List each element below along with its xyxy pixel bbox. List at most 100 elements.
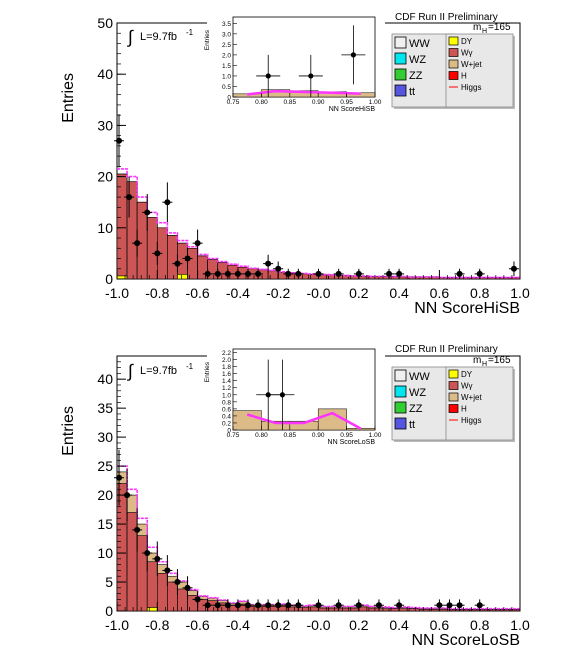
inset-y-tick-label: 0.2 (222, 420, 231, 427)
data-point (456, 602, 463, 609)
legend-swatch (448, 48, 459, 57)
data-point (116, 137, 123, 144)
data-point (214, 602, 221, 609)
x-tick-label: 0.2 (349, 617, 369, 633)
x-tick-label: -0.8 (145, 285, 169, 301)
bar-wy (489, 609, 501, 612)
bar-wy (116, 173, 128, 280)
bar-wy (348, 607, 360, 612)
inset-x-axis-label: NN ScoreLoSB (328, 439, 376, 446)
y-tick-label: 10 (97, 545, 113, 561)
data-point (224, 270, 231, 277)
bar-wy (398, 608, 410, 612)
bar-wy (388, 608, 400, 612)
x-tick-label: 0.8 (470, 285, 490, 301)
x-tick-label: -1.0 (105, 617, 129, 633)
data-point (214, 270, 221, 277)
legend-label: tt (409, 86, 415, 98)
bar-wy (418, 608, 430, 612)
legend-label: W+jet (461, 393, 482, 402)
y-tick-label: 5 (105, 574, 113, 590)
legend-label: WZ (409, 387, 426, 399)
panel-nn-scorelosb: 0 5 10 15 20 25 30 35 40 -1.0 -0.8 -0.6 -0.4 -0.2 -0.0… (60, 342, 530, 649)
mass-label: m (473, 22, 481, 33)
data-point (255, 270, 262, 277)
inset-x-tick-label: 0.80 (255, 99, 268, 106)
legend-label: ZZ (409, 70, 423, 82)
legend-swatch (394, 84, 407, 97)
integral-symbol: ∫ (126, 361, 134, 381)
inset-x-tick-label: 0.90 (312, 432, 325, 439)
x-tick-label: 1.0 (510, 285, 530, 301)
y-tick-label: 30 (97, 429, 113, 445)
integral-luminosity: ∫ L=9.7fb -1 (126, 27, 194, 47)
y-tick-label: 40 (97, 66, 113, 82)
inset-y-tick-label: 0.5 (222, 84, 231, 91)
bar-wy (459, 609, 470, 612)
inset-y-tick-label: 2.5 (222, 42, 231, 49)
bar-wy (298, 607, 309, 612)
inset-y-tick-label: 0 (227, 95, 231, 102)
inset-y-tick-label: 2.2 (222, 350, 231, 357)
inset-higgs-band (246, 411, 362, 430)
inset-y-tick-label: 1.6 (222, 371, 231, 378)
legend-label: Higgs (461, 416, 481, 425)
lumi-exponent: -1 (186, 28, 194, 37)
bar-dy (146, 607, 158, 612)
legend-swatch (394, 385, 407, 398)
data-point (375, 602, 382, 609)
lumi-exponent: -1 (186, 362, 194, 371)
bar-wy (136, 535, 148, 612)
data-point (194, 240, 201, 247)
inset-x-tick-label: 0.95 (340, 99, 353, 106)
legend-swatch (394, 36, 407, 49)
data-point (456, 270, 463, 277)
data-point (124, 492, 131, 499)
legend-label: H (461, 405, 467, 414)
bar-wy (217, 262, 229, 280)
data-point (164, 567, 171, 574)
inset-y-axis-label: Entries (204, 29, 211, 50)
y-tick-label: 25 (97, 458, 113, 474)
data-point (184, 584, 191, 591)
legend-label: Higgs (461, 83, 481, 92)
inset-plot: 0 0.5 1.0 1.5 2.0 2.5 3.0 3.5 0.75 0.80 0.85 0.90 0.… (204, 11, 385, 113)
bar-dy (177, 274, 188, 280)
legend-swatch (394, 52, 407, 65)
x-tick-label: -0.4 (226, 285, 250, 301)
inset-y-tick-label: 0.6 (222, 406, 231, 413)
legend-swatch (448, 392, 459, 402)
data-point (295, 270, 302, 277)
legend-swatch (394, 417, 407, 430)
x-tick-label: -0.8 (145, 617, 169, 633)
inset-y-tick-label: 2.0 (222, 52, 231, 59)
legend-swatch (394, 369, 407, 382)
panel-nn-scorehisb: 0 10 20 30 40 50 -1.0 -0.8 -0.6 -0.4 -0.2 -0.0 0.2 0.… (60, 10, 530, 317)
bar-wy (157, 573, 168, 612)
legend-box-right (445, 366, 514, 441)
bar-wy (167, 235, 178, 280)
bar-wy (167, 581, 178, 612)
data-point (164, 199, 171, 206)
legend-swatch (394, 68, 407, 81)
mass-label: m (473, 355, 481, 366)
inset-y-tick-label: 1.5 (222, 63, 231, 70)
inset-y-tick-label: 1.8 (222, 364, 231, 371)
y-tick-label: 20 (97, 169, 113, 185)
data-point (174, 260, 181, 267)
bar-wy (378, 608, 390, 612)
x-axis-label: NN ScoreHiSB (414, 300, 520, 317)
inset-x-axis-label: NN ScoreHiSB (329, 106, 376, 113)
data-point (144, 209, 151, 216)
y-axis-label: Entries (60, 406, 77, 456)
legend-swatch (448, 59, 459, 69)
data-point (224, 602, 231, 609)
x-tick-label: -0.6 (186, 285, 210, 301)
legend-swatch (448, 404, 459, 413)
bar-wy (146, 217, 158, 280)
data-point (335, 270, 342, 277)
data-point (265, 260, 272, 267)
inset-y-tick-label: 1.4 (222, 378, 231, 385)
legend-swatch (448, 381, 459, 390)
data-point (204, 270, 211, 277)
